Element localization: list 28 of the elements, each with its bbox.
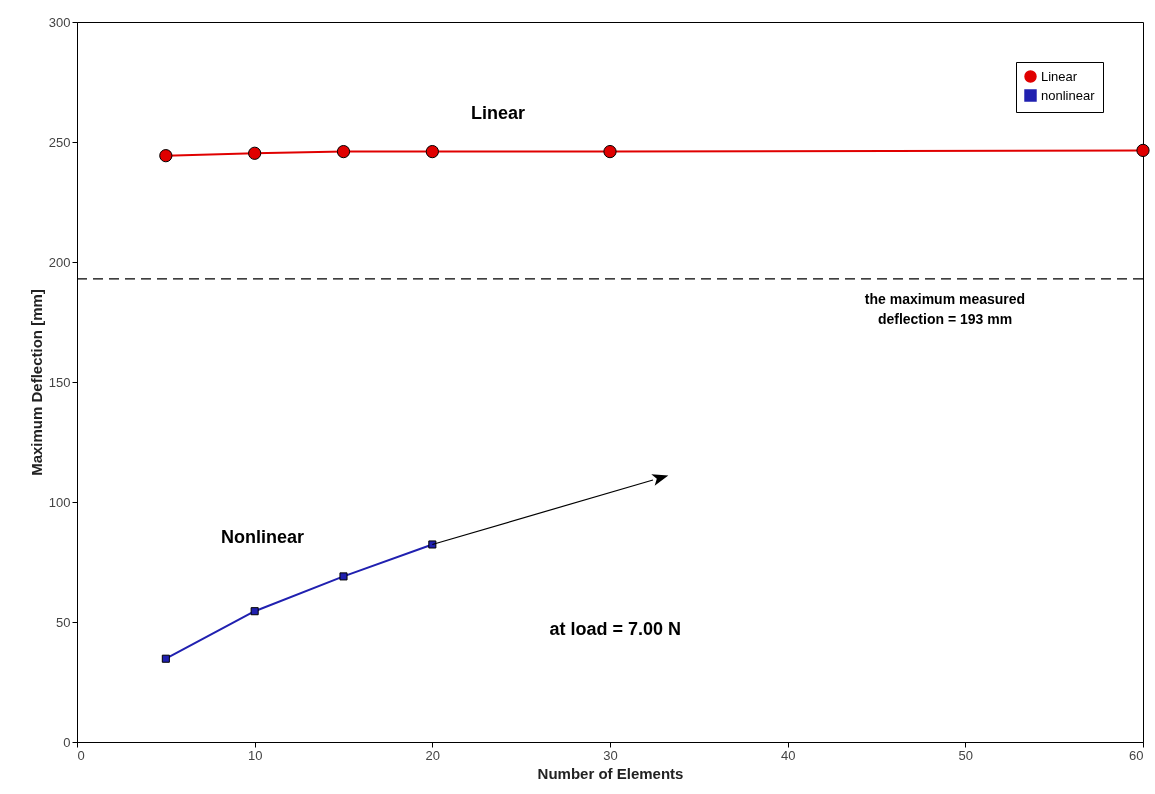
legend-label: Linear [1041,68,1078,84]
point [425,144,439,159]
y-tick-label: 100 [48,494,71,510]
x-tick-label: 20 [425,747,441,763]
point [1136,143,1150,158]
annotation: Nonlinear [220,527,304,548]
y-tick-label: 300 [48,14,71,30]
annotation: at load = 7.00 N [549,618,682,639]
y-tick-label: 250 [48,134,71,150]
y-tick-label: 0 [63,734,71,750]
x-tick-label: 10 [247,747,263,763]
legend-label: nonlinear [1041,87,1096,103]
y-tick-label: 200 [48,254,71,270]
ref-line-label: the maximum measured deflection = 193 mm [864,290,1026,327]
point [159,149,173,163]
annotation: Linear [471,103,526,124]
y-tick-label: 50 [56,614,71,630]
x-tick-label: 40 [780,747,796,763]
y-axis-title: Maximum Deflection [mm] [27,289,45,476]
x-tick-label: 60 [1129,747,1144,763]
y-tick-label: 150 [48,374,71,390]
x-tick-label: 50 [958,747,974,763]
point [336,144,351,159]
x-tick-label: 0 [77,747,85,763]
point [248,146,262,160]
x-tick-label: 30 [603,747,618,763]
x-axis-title: Number of Elements [537,764,684,782]
point [603,144,617,159]
